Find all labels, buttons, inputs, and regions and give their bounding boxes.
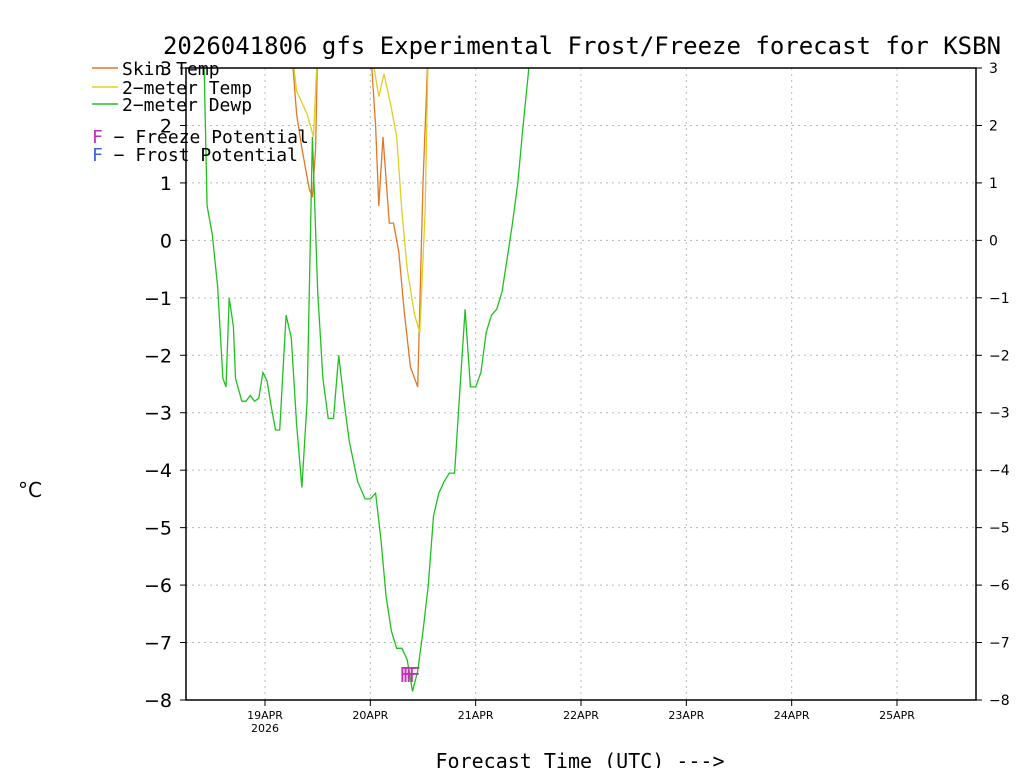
y-tick-label-right: −5 (989, 521, 1010, 537)
y-tick-label-right: −2 (989, 348, 1010, 364)
y-tick-label-right: 2 (989, 118, 998, 134)
freeze-marker: F (405, 663, 417, 687)
series-line-2-meter-dewp (203, 68, 530, 692)
x-tick-sublabel: 2026 (251, 722, 279, 735)
y-tick-label-right: −7 (989, 636, 1010, 652)
chart-title: 2026041806 gfs Experimental Frost/Freeze… (163, 32, 1001, 60)
y-tick-label-right: −4 (989, 463, 1010, 479)
series-line-skin-temp (292, 68, 318, 198)
y-tick-label-right: 0 (989, 233, 998, 249)
x-tick-label: 23APR (668, 709, 704, 722)
y-tick-label-left: −5 (144, 518, 172, 540)
y-tick-label-left: −3 (144, 403, 172, 425)
x-tick-label: 25APR (879, 709, 915, 722)
y-tick-label-left: 2 (160, 115, 172, 137)
y-axis-right: 3 2 1 0 −1 −2 −3 −4 −5 −6 −7 −8 (976, 61, 1010, 709)
y-tick-label-left: −1 (144, 288, 172, 310)
series-line-2-meter-temp (293, 68, 318, 138)
x-tick-label: 19APR (247, 709, 283, 722)
x-tick-label: 21APR (458, 709, 494, 722)
x-tick-label: 24APR (774, 709, 810, 722)
legend-frost-potential: F − Frost Potential (92, 145, 298, 166)
y-tick-label-left: −8 (144, 690, 172, 712)
y-tick-label-left: −6 (144, 575, 172, 597)
y-tick-label-left: −7 (144, 633, 172, 655)
series-line-2-meter-temp (373, 68, 429, 333)
legend-label-skin-temp: Skin Temp (122, 59, 220, 80)
y-tick-label-right: 3 (989, 61, 998, 77)
y-tick-label-right: −8 (989, 693, 1010, 709)
y-tick-label-left: 1 (160, 173, 172, 195)
y-axis-label: °C (18, 478, 42, 502)
series-line-skin-temp (371, 68, 429, 388)
y-tick-label-right: −6 (989, 578, 1010, 594)
legend: Skin Temp 2−meter Temp 2−meter Dewp F − … (92, 59, 309, 166)
legend-freeze-potential: F − Freeze Potential (92, 127, 309, 148)
legend-label-2m-dewp: 2−meter Dewp (122, 95, 252, 116)
y-tick-label-right: −1 (989, 291, 1010, 307)
y-tick-label-left: −2 (144, 345, 172, 367)
freeze-marker: F (402, 663, 414, 687)
frost-text: − Frost Potential (103, 145, 298, 166)
y-tick-label-right: 1 (989, 176, 998, 192)
freeze-letter: F (92, 127, 103, 148)
x-tick-label: 22APR (563, 709, 599, 722)
x-axis-label: Forecast Time (UTC) ---> (436, 749, 725, 768)
y-tick-label-left: 3 (160, 58, 172, 80)
legend-label-2m-temp: 2−meter Temp (122, 78, 252, 99)
y-tick-label-left: 0 (160, 230, 172, 252)
x-tick-label: 20APR (352, 709, 388, 722)
freeze-text: − Freeze Potential (103, 127, 309, 148)
freeze-marker: F (409, 663, 421, 687)
y-tick-label-right: −3 (989, 406, 1010, 422)
frost-letter: F (92, 145, 103, 166)
y-tick-label-left: −4 (144, 460, 172, 482)
series-lines (203, 68, 530, 692)
y-axis-left: 3 2 1 0 −1 −2 −3 −4 −5 −6 −7 −8 (144, 58, 186, 712)
freeze-marker: F (399, 663, 411, 687)
